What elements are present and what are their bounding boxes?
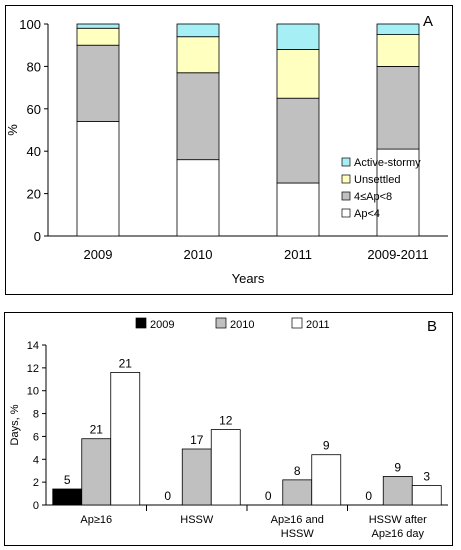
legend-label: Unsettled — [354, 174, 400, 186]
x-tick-label: 2009 — [84, 247, 113, 262]
y-tick-label: 0 — [34, 229, 41, 244]
bar-segment-4 — [176, 23, 220, 38]
bar-segment-3 — [376, 34, 420, 67]
legend-swatch — [341, 157, 351, 167]
bar-2010 — [81, 438, 112, 506]
data-label: 9 — [394, 460, 401, 474]
y-tick-label: 0 — [33, 500, 39, 512]
x-tick-label: Ap≥16 — [80, 514, 112, 526]
y-tick-label: 6 — [33, 431, 39, 443]
y-tick-label: 100 — [19, 17, 41, 32]
y-tick-label: 12 — [27, 363, 39, 375]
bar-segment-3 — [276, 49, 320, 99]
bar-segment-2 — [176, 72, 220, 161]
bar-2011 — [411, 485, 442, 506]
bar-segment-4 — [276, 23, 320, 50]
legend-label: Ap<4 — [354, 208, 380, 220]
data-label: 0 — [265, 489, 272, 503]
data-label: 17 — [190, 433, 204, 447]
bar-2010 — [382, 476, 413, 506]
data-label: 5 — [64, 473, 71, 487]
x-tick-label: HSSW after — [369, 514, 427, 526]
x-axis-label: Years — [232, 271, 265, 286]
y-tick-label: 2 — [33, 477, 39, 489]
legend-swatch — [215, 317, 227, 329]
y-tick-label: 8 — [33, 409, 39, 421]
data-label: 8 — [294, 464, 301, 478]
data-label: 3 — [423, 470, 430, 484]
bar-2009 — [52, 488, 83, 506]
bar-segment-1 — [76, 121, 120, 237]
data-label: 0 — [164, 489, 171, 503]
bar-segment-4 — [76, 23, 120, 29]
panel-letter-b: B — [427, 318, 437, 335]
bar-segment-1 — [376, 148, 420, 237]
legend-label: 2009 — [150, 319, 174, 331]
bar-segment-1 — [176, 159, 220, 237]
y-tick-label: 4 — [33, 454, 39, 466]
x-tick-label: HSSW — [281, 528, 315, 540]
bar-segment-3 — [176, 36, 220, 74]
data-label: 9 — [323, 439, 330, 453]
data-label: 21 — [90, 423, 104, 437]
x-tick-label: HSSW — [180, 514, 214, 526]
legend-swatch — [291, 317, 303, 329]
legend-swatch — [341, 208, 351, 218]
bar-2010 — [282, 479, 313, 506]
bar-2011 — [210, 429, 241, 506]
legend-label: 2011 — [306, 319, 330, 331]
y-tick-label: 10 — [27, 386, 39, 398]
y-tick-label: 20 — [27, 187, 41, 202]
legend-swatch — [341, 174, 351, 184]
legend-swatch — [135, 317, 147, 329]
panel-a-frame — [5, 5, 453, 295]
bar-2011 — [311, 454, 342, 506]
bar-2010 — [181, 448, 212, 506]
legend-label: 2010 — [230, 319, 254, 331]
y-tick-label: 80 — [27, 59, 41, 74]
bar-2011 — [110, 372, 141, 506]
x-tick-label: 2011 — [284, 247, 312, 262]
x-tick-label: 2009-2011 — [367, 247, 428, 262]
panel-letter-a: A — [423, 13, 433, 30]
panel-b-frame — [4, 312, 453, 546]
legend-label: Active-stormy — [354, 157, 421, 169]
x-tick-label: Ap≥16 and — [271, 514, 324, 526]
y-tick-label: 60 — [27, 102, 41, 117]
bar-segment-2 — [276, 97, 320, 184]
y-axis-label: Days, % — [9, 404, 21, 445]
data-label: 21 — [119, 356, 133, 370]
panel-a: 0 20 40 60 80 100 2009 2010 2011 2009-2011 Years% A… — [5, 5, 453, 295]
legend-label: 4≤Ap<8 — [354, 191, 392, 203]
data-label: 12 — [219, 414, 233, 428]
y-tick-label: 14 — [27, 340, 39, 352]
bar-segment-1 — [276, 182, 320, 237]
bar-segment-3 — [76, 27, 120, 46]
bar-segment-2 — [76, 44, 120, 122]
legend-swatch — [341, 191, 351, 201]
panel-b: 0 2 4 6 8 10 12 14 5 21 21 Ap≥16 0 17 12 HSSW 0 8 9 Ap≥16 a… — [4, 312, 453, 546]
bar-segment-4 — [376, 23, 420, 36]
bar-segment-2 — [376, 66, 420, 150]
y-tick-label: 40 — [27, 144, 41, 159]
x-tick-label: Ap≥16 day — [371, 528, 424, 540]
y-axis-label: % — [5, 124, 20, 136]
data-label: 0 — [365, 489, 372, 503]
x-tick-label: 2010 — [184, 247, 213, 262]
